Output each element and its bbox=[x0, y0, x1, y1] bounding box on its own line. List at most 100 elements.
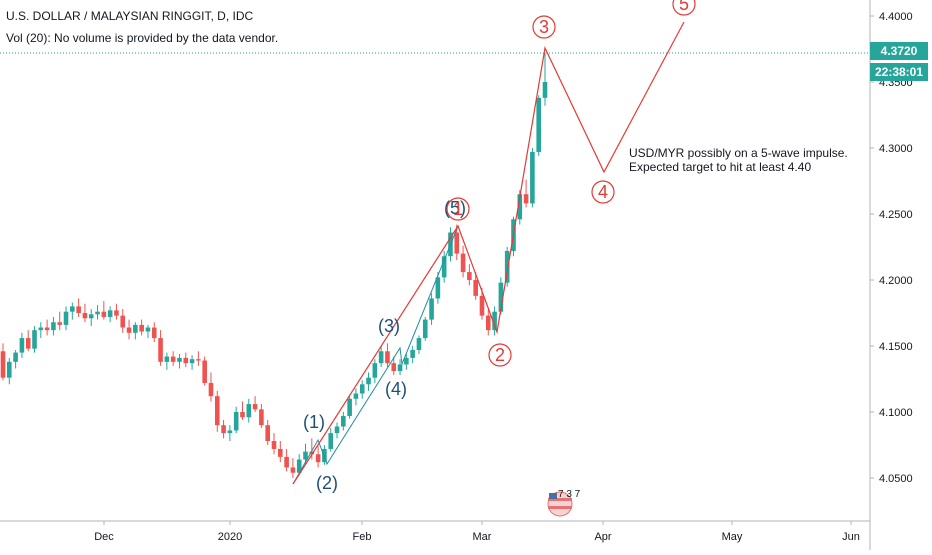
subwave-label: (2) bbox=[316, 473, 338, 493]
candle-body bbox=[536, 97, 541, 152]
candle-body bbox=[385, 351, 390, 364]
candle-body bbox=[416, 338, 422, 350]
wave-label-circle bbox=[488, 343, 512, 367]
candle bbox=[284, 448, 289, 472]
candle bbox=[467, 264, 472, 286]
subwave-label: (1) bbox=[303, 412, 325, 432]
drawing-layer: (1) (2) (3) (4) (5)1 2 3 4 5 bbox=[292, 0, 696, 493]
candle-body bbox=[70, 306, 75, 312]
candle bbox=[196, 351, 201, 366]
candle-body bbox=[296, 459, 302, 473]
candle-body bbox=[44, 327, 50, 331]
candle-body bbox=[151, 327, 157, 339]
candle-body bbox=[265, 425, 270, 442]
candle-body bbox=[177, 357, 182, 362]
candle-body bbox=[252, 404, 258, 410]
candle-body bbox=[391, 363, 397, 372]
candle-body bbox=[196, 359, 201, 361]
candle-body bbox=[366, 377, 371, 385]
wave-label-2[interactable]: 2 bbox=[488, 343, 512, 367]
time-tick-label: Apr bbox=[594, 531, 611, 543]
flag-stripe bbox=[548, 498, 572, 501]
candle-body bbox=[429, 298, 434, 320]
candle bbox=[290, 458, 296, 478]
wave-label-5[interactable]: 5 bbox=[672, 0, 696, 16]
candle-body bbox=[498, 282, 504, 312]
candle-body bbox=[126, 327, 132, 333]
candle-body bbox=[95, 311, 100, 315]
candle-body bbox=[467, 272, 472, 280]
countdown-tag: 22:38:01 bbox=[870, 63, 928, 81]
candle bbox=[177, 353, 182, 369]
annotation-line-2: Expected target to hit at least 4.40 bbox=[629, 160, 812, 174]
candle-body bbox=[303, 451, 308, 460]
candle-body bbox=[517, 194, 523, 220]
candle bbox=[70, 302, 75, 320]
candle bbox=[410, 346, 415, 364]
candle bbox=[0, 343, 6, 381]
candle-body bbox=[240, 412, 245, 418]
time-tick-label: Mar bbox=[473, 531, 492, 543]
candle-body bbox=[410, 349, 415, 358]
candle bbox=[296, 454, 302, 476]
candle-body bbox=[19, 338, 25, 353]
candle-body bbox=[38, 327, 44, 331]
candle bbox=[76, 298, 81, 317]
candle bbox=[315, 446, 321, 468]
candle bbox=[32, 326, 37, 353]
candle bbox=[341, 412, 346, 431]
candle-body bbox=[397, 364, 403, 372]
time-tick-label: Feb bbox=[353, 531, 372, 543]
candle-body bbox=[309, 451, 315, 455]
candle-body bbox=[504, 250, 510, 283]
candle bbox=[479, 287, 485, 320]
wave-label-1[interactable]: 1 bbox=[446, 197, 470, 221]
candle-body bbox=[322, 448, 327, 463]
tradingview-logo: 7 3 7 bbox=[547, 489, 581, 517]
candle-body bbox=[7, 361, 12, 378]
candle-body bbox=[114, 310, 119, 316]
wave-label-3[interactable]: 3 bbox=[532, 15, 556, 39]
candle bbox=[151, 322, 157, 343]
candle-body bbox=[183, 357, 189, 364]
flag-logo-icon: 7 3 7 bbox=[547, 489, 581, 517]
candle-body bbox=[404, 357, 409, 365]
candle bbox=[309, 438, 315, 460]
candle bbox=[385, 343, 390, 368]
price-tick-label: 4.1500 bbox=[879, 341, 913, 353]
candle bbox=[63, 306, 69, 331]
candle bbox=[38, 322, 44, 339]
candle bbox=[485, 309, 491, 336]
wave-label-text: 4 bbox=[598, 182, 608, 202]
candle-body bbox=[227, 430, 233, 434]
candle bbox=[271, 433, 277, 455]
candle bbox=[44, 319, 50, 336]
candle-body bbox=[139, 324, 144, 332]
candle bbox=[391, 356, 397, 376]
candle bbox=[19, 332, 25, 358]
chart-annotation[interactable]: USD/MYR possibly on a 5-wave impulse. Ex… bbox=[629, 146, 848, 174]
volume-note: Vol (20): No volume is provided by the d… bbox=[6, 31, 279, 45]
candle bbox=[139, 319, 144, 336]
price-tick-label: 4.0500 bbox=[879, 473, 913, 485]
wave-label-4[interactable]: 4 bbox=[591, 180, 615, 204]
candle-body bbox=[221, 425, 226, 434]
candle-body bbox=[341, 415, 346, 427]
candle bbox=[504, 247, 510, 287]
candle-body bbox=[378, 351, 384, 364]
wave-label-circle bbox=[672, 0, 696, 16]
time-tick-label: May bbox=[722, 531, 743, 543]
candle bbox=[372, 359, 378, 383]
candle bbox=[404, 353, 409, 370]
wave-label-circle bbox=[591, 180, 615, 204]
candle-body bbox=[57, 322, 63, 325]
candle-body bbox=[158, 338, 163, 362]
candle-body bbox=[51, 322, 56, 331]
candle bbox=[397, 359, 403, 376]
flag-canton bbox=[549, 493, 557, 499]
symbol-title[interactable]: U.S. DOLLAR / MALAYSIAN RINGGIT, D, IDC bbox=[6, 9, 254, 23]
candle bbox=[170, 351, 176, 366]
candle bbox=[51, 316, 56, 336]
